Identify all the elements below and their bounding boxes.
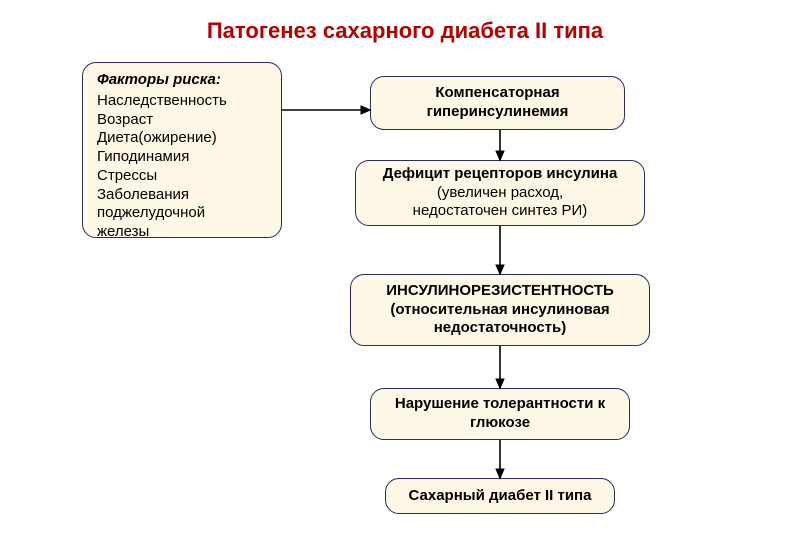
arrows-layer: [0, 0, 810, 540]
